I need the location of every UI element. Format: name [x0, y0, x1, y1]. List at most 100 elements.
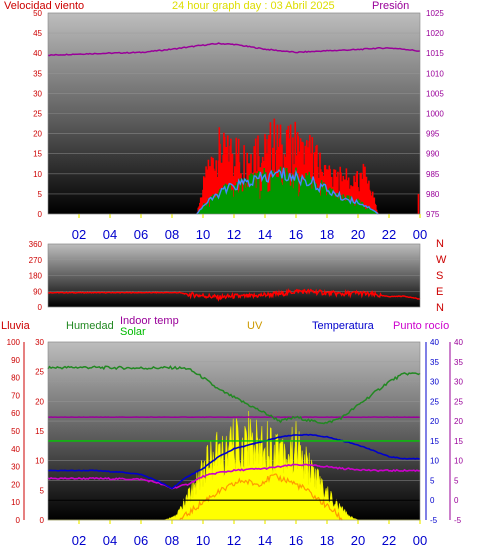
direction-left-tick-label: 90	[33, 287, 42, 296]
humidity-left-tick-label: 30	[35, 338, 44, 347]
rain-label: Lluvia	[1, 320, 30, 333]
direction-left-tick-label: 360	[29, 240, 43, 249]
temperature-x-tick-label: 20	[351, 533, 365, 548]
dewpoint-right-tick-label: 30	[454, 378, 463, 387]
temperature-x-tick-label: 16	[289, 533, 303, 548]
wind-left-tick-label: 0	[38, 210, 43, 219]
pressure-right-tick-label: 1025	[426, 9, 444, 18]
dewpoint-right-tick-label: -5	[454, 516, 462, 525]
humidity-label: Humedad	[66, 320, 114, 333]
direction-label-n-bottom: N	[436, 302, 444, 314]
wind-left-tick-label: 30	[33, 89, 42, 98]
wind-left-tick-label: 40	[33, 49, 42, 58]
rain-left-tick-label: 90	[11, 356, 20, 365]
wind-x-tick-label: 16	[289, 227, 303, 242]
rain-left-tick-label: 20	[11, 480, 20, 489]
wind-left-tick-label: 25	[33, 110, 42, 119]
temperature-right-tick-label: 30	[430, 378, 439, 387]
temperature-x-tick-label: 06	[134, 533, 148, 548]
temperature-right-tick-label: 35	[430, 358, 439, 367]
direction-left-tick-label: 0	[38, 303, 43, 312]
rain-left-tick-label: 60	[11, 409, 20, 418]
wind-x-tick-label: 04	[103, 227, 117, 242]
dewpoint-label: Punto rocío	[393, 320, 449, 333]
dewpoint-right-tick-label: 25	[454, 397, 463, 406]
dewpoint-right-tick-label: 15	[454, 437, 463, 446]
temperature-right-tick-label: 5	[430, 476, 435, 485]
dewpoint-right-tick-label: 5	[454, 476, 459, 485]
rain-left-tick-label: 70	[11, 391, 20, 400]
wind-left-tick-label: 45	[33, 29, 42, 38]
rain-left-tick-label: 30	[11, 463, 20, 472]
wind-x-tick-label: 20	[351, 227, 365, 242]
pressure-right-tick-label: 1000	[426, 110, 444, 119]
temperature-right-tick-label: 10	[430, 457, 439, 466]
rain-left-tick-label: 80	[11, 374, 20, 383]
pressure-right-tick-label: 1005	[426, 89, 444, 98]
pressure-right-tick-label: 975	[426, 210, 440, 219]
temperature-right-tick-label: 0	[430, 496, 435, 505]
temperature-x-tick-label: 04	[103, 533, 117, 548]
pressure-right-tick-label: 980	[426, 190, 440, 199]
humidity-left-tick-label: 0	[40, 516, 45, 525]
temperature-x-tick-label: 14	[258, 533, 272, 548]
rain-left-tick-label: 10	[11, 498, 20, 507]
temperature-x-tick-label: 10	[196, 533, 210, 548]
rain-left-tick-label: 100	[7, 338, 21, 347]
rain-left-tick-label: 0	[16, 516, 21, 525]
temperature-right-tick-label: 40	[430, 338, 439, 347]
pressure-right-tick-label: 1010	[426, 69, 444, 78]
pressure-right-tick-label: 1020	[426, 29, 444, 38]
wind-x-tick-label: 06	[134, 227, 148, 242]
rain-left-tick-label: 40	[11, 445, 20, 454]
chart-title: 24 hour graph day : 03 Abril 2025	[172, 0, 335, 13]
direction-label-n-top: N	[436, 238, 444, 250]
dewpoint-right-tick-label: 10	[454, 457, 463, 466]
wind-left-tick-label: 5	[38, 190, 43, 199]
dewpoint-right-tick-label: 20	[454, 417, 463, 426]
temperature-right-tick-label: 15	[430, 437, 439, 446]
humidity-left-tick-label: 25	[35, 368, 44, 377]
pressure-axis-title: Presión	[372, 0, 409, 13]
pressure-right-tick-label: 985	[426, 170, 440, 179]
solar-label: Solar	[120, 326, 146, 339]
temperature-x-tick-label: 00	[413, 533, 427, 548]
humidity-left-tick-label: 10	[35, 457, 44, 466]
humidity-left-tick-label: 20	[35, 397, 44, 406]
uv-label: UV	[247, 320, 262, 333]
temperature-x-tick-label: 12	[227, 533, 241, 548]
temperature-x-tick-label: 22	[382, 533, 396, 548]
wind-left-tick-label: 10	[33, 170, 42, 179]
direction-left-tick-label: 270	[29, 256, 43, 265]
pressure-right-tick-label: 990	[426, 150, 440, 159]
temperature-label: Temperatura	[312, 320, 374, 333]
pressure-right-tick-label: 995	[426, 130, 440, 139]
temperature-right-tick-label: 25	[430, 397, 439, 406]
wind-x-tick-label: 10	[196, 227, 210, 242]
wind-left-tick-label: 15	[33, 150, 42, 159]
temperature-right-tick-label: -5	[430, 516, 438, 525]
rain-left-tick-label: 50	[11, 427, 20, 436]
temperature-x-tick-label: 02	[72, 533, 86, 548]
wind-x-tick-label: 14	[258, 227, 272, 242]
direction-label-e: E	[436, 286, 443, 298]
wind-x-tick-label: 22	[382, 227, 396, 242]
humidity-left-tick-label: 15	[35, 427, 44, 436]
wind-speed-axis-title: Velocidad viento	[4, 0, 84, 13]
temperature-right-tick-label: 20	[430, 417, 439, 426]
wind-x-tick-label: 00	[413, 227, 427, 242]
direction-label-w: W	[436, 254, 446, 266]
wind-left-tick-label: 35	[33, 69, 42, 78]
wind-x-tick-label: 12	[227, 227, 241, 242]
wind-x-tick-label: 08	[165, 227, 179, 242]
wind-left-tick-label: 20	[33, 130, 42, 139]
direction-label-s: S	[436, 270, 443, 282]
direction-left-tick-label: 180	[29, 272, 43, 281]
temperature-x-tick-label: 08	[165, 533, 179, 548]
wind-x-tick-label: 02	[72, 227, 86, 242]
dewpoint-right-tick-label: 40	[454, 338, 463, 347]
temperature-x-tick-label: 18	[320, 533, 334, 548]
pressure-right-tick-label: 1015	[426, 49, 444, 58]
